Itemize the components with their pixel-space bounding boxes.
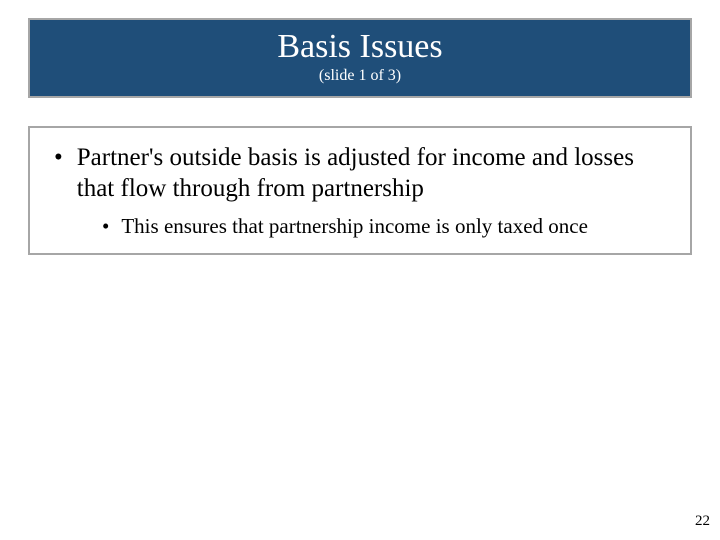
slide-title: Basis Issues (30, 28, 690, 65)
bullet-level-2: • This ensures that partnership income i… (102, 213, 672, 239)
content-box: • Partner's outside basis is adjusted fo… (28, 126, 692, 255)
bullet-marker: • (54, 142, 63, 173)
bullet-text: This ensures that partnership income is … (121, 213, 588, 239)
bullet-marker: • (102, 213, 109, 239)
page-number: 22 (695, 513, 710, 530)
bullet-text: Partner's outside basis is adjusted for … (77, 142, 672, 205)
slide-subtitle: (slide 1 of 3) (30, 67, 690, 85)
title-box: Basis Issues (slide 1 of 3) (28, 18, 692, 98)
bullet-level-1: • Partner's outside basis is adjusted fo… (48, 142, 672, 205)
